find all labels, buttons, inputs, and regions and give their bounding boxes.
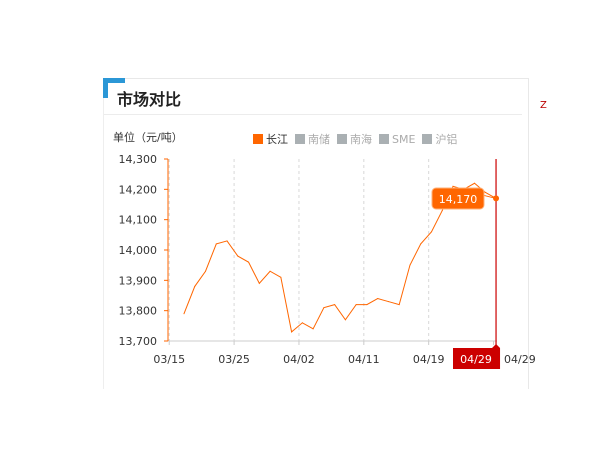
tooltip-box	[431, 187, 485, 210]
legend-item-4[interactable]: 沪铝	[422, 131, 457, 147]
y-tick-label: 14,000	[119, 244, 158, 257]
data-point	[355, 304, 357, 306]
legend-label: 沪铝	[435, 133, 458, 146]
title-divider	[104, 114, 522, 115]
legend-label: 南海	[350, 133, 372, 146]
tooltip-connector	[483, 194, 497, 199]
legend-item-0[interactable]: 长江	[253, 131, 288, 147]
data-point	[366, 304, 368, 306]
unit-label: 单位（元/吨）	[113, 131, 183, 144]
data-point	[420, 243, 422, 245]
y-tick-label: 14,200	[119, 183, 158, 196]
legend-swatch	[337, 134, 347, 144]
data-point	[291, 331, 293, 333]
legend-item-2[interactable]: 南海	[337, 131, 372, 147]
data-point	[194, 285, 196, 287]
legend-swatch	[379, 134, 389, 144]
data-point	[387, 301, 389, 303]
data-point	[301, 322, 303, 324]
legend-swatch	[295, 134, 305, 144]
y-tick-label: 14,300	[119, 153, 158, 166]
title-corner-accent	[103, 78, 125, 98]
data-point	[183, 313, 185, 315]
legend-item-1[interactable]: 南储	[295, 131, 330, 147]
data-point	[398, 304, 400, 306]
data-point	[441, 210, 443, 212]
data-point	[215, 243, 217, 245]
side-mark: Z	[540, 100, 547, 111]
y-tick-label: 13,700	[119, 335, 158, 348]
date-badge	[453, 344, 501, 369]
panel-title: 市场对比	[117, 90, 182, 109]
data-point	[280, 276, 282, 278]
legend-swatch	[422, 134, 433, 144]
date-badge-label: 04/29	[460, 353, 492, 366]
data-point	[452, 185, 454, 187]
legend-swatch	[253, 134, 263, 144]
market-compare-panel	[103, 78, 529, 389]
data-point	[377, 298, 379, 300]
data-point	[334, 304, 336, 306]
x-tick-label: 04/29	[504, 353, 536, 366]
x-tick-label: 04/02	[283, 353, 315, 366]
data-point	[205, 270, 207, 272]
data-point	[409, 264, 411, 266]
x-tick-label: 04/19	[413, 353, 445, 366]
data-point	[269, 270, 271, 272]
data-point	[484, 191, 486, 193]
y-tick-label: 13,800	[119, 305, 158, 318]
x-tick-label: 03/15	[153, 353, 185, 366]
legend-label: SME	[392, 132, 416, 146]
y-tick-label: 13,900	[119, 274, 158, 287]
x-tick-label: 03/25	[218, 353, 250, 366]
y-tick-label: 14,100	[119, 214, 158, 227]
data-point	[344, 319, 346, 321]
data-point	[226, 240, 228, 242]
data-point	[323, 307, 325, 309]
legend-label: 南储	[308, 133, 330, 146]
legend-item-3[interactable]: SME	[379, 131, 415, 147]
x-tick-label: 04/11	[348, 353, 380, 366]
data-point	[474, 182, 476, 184]
data-point	[312, 328, 314, 330]
data-point	[430, 231, 432, 233]
data-point	[248, 261, 250, 263]
tooltip-value: 14,170	[439, 193, 478, 206]
legend: 长江 南储 南海 SME 沪铝	[253, 131, 457, 147]
legend-label: 长江	[266, 133, 288, 146]
data-point	[258, 282, 260, 284]
data-point	[237, 255, 239, 257]
